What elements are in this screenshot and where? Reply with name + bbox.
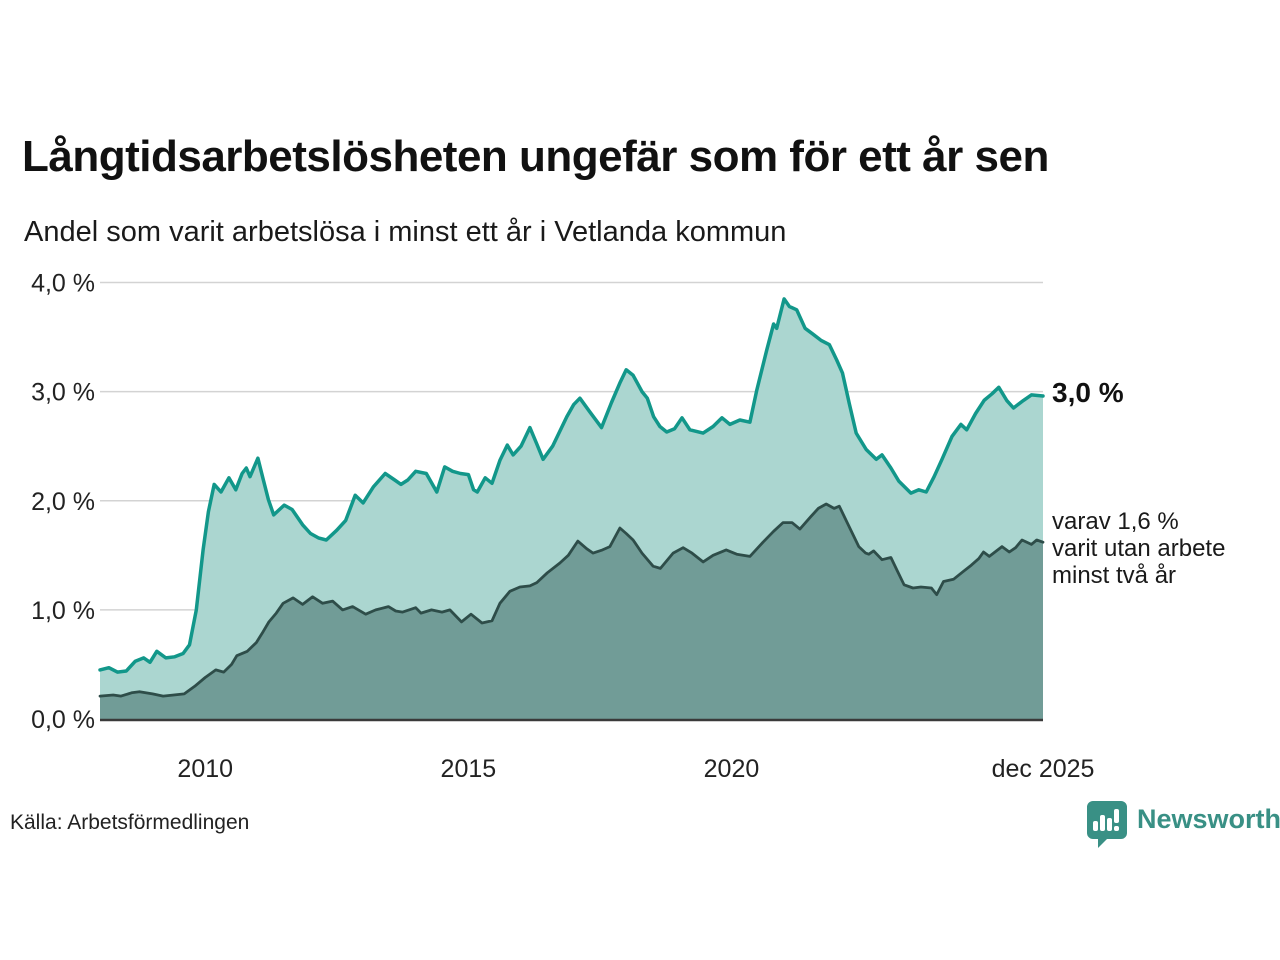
y-axis-tick-labels: 4,0 % 3,0 % 2,0 % 1,0 % 0,0 % bbox=[31, 270, 95, 735]
x-tick-label: dec 2025 bbox=[992, 755, 1095, 783]
y-tick-label: 0,0 % bbox=[31, 706, 95, 734]
note-line-3: minst två år bbox=[1052, 562, 1177, 589]
y-tick-label: 3,0 % bbox=[31, 379, 95, 407]
latest-value-annotation: 3,0 % bbox=[1052, 377, 1124, 408]
chart-subtitle: Andel som varit arbetslösa i minst ett å… bbox=[24, 216, 787, 248]
series-areas bbox=[100, 298, 1043, 719]
note-line-1: varav 1,6 % bbox=[1052, 508, 1179, 535]
page-title: Långtidsarbetslösheten ungefär som för e… bbox=[22, 132, 1049, 181]
brand-name: Newsworthy bbox=[1137, 804, 1280, 834]
y-tick-label: 4,0 % bbox=[31, 270, 95, 298]
source-credit: Källa: Arbetsförmedlingen bbox=[10, 811, 250, 834]
bar-chart-speech-bubble-icon bbox=[1087, 801, 1127, 848]
line-arbetslosa-minst-ett-ar bbox=[98, 297, 1045, 674]
y-tick-label: 1,0 % bbox=[31, 597, 95, 625]
series-lines bbox=[98, 297, 1045, 698]
two-year-note-annotation: varav 1,6 % varit utan arbete minst två … bbox=[1052, 508, 1225, 589]
area-utan-arbete-minst-tva-ar bbox=[100, 504, 1043, 719]
line-utan-arbete-minst-tva-ar bbox=[98, 502, 1045, 698]
note-line-2: varit utan arbete bbox=[1052, 535, 1226, 562]
x-tick-label: 2020 bbox=[704, 755, 760, 783]
x-tick-label: 2010 bbox=[177, 755, 233, 783]
x-axis-tick-labels: 2010 2015 2020 dec 2025 bbox=[177, 755, 1094, 783]
newsworthy-brand: Newsworthy bbox=[1086, 800, 1280, 850]
y-tick-label: 2,0 % bbox=[31, 488, 95, 516]
x-tick-label: 2015 bbox=[441, 755, 497, 783]
